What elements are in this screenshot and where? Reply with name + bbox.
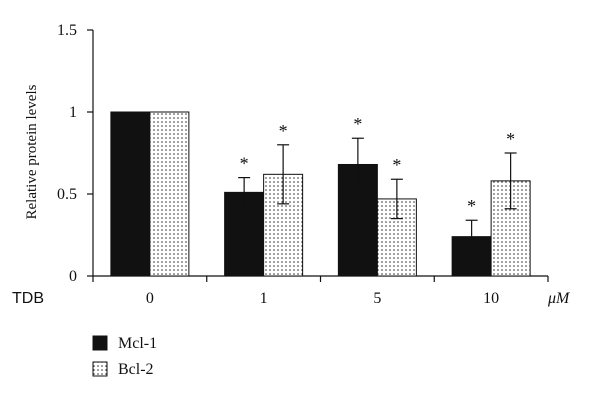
significance-star: *: [506, 129, 515, 149]
y-tick-label: 0: [69, 268, 77, 285]
legend-swatch-bcl2: [92, 361, 108, 377]
y-axis-label: Relative protein levels: [24, 84, 40, 219]
bar-bcl-2-0: [149, 111, 190, 277]
legend: Mcl-1 Bcl-2: [92, 335, 157, 378]
significance-star: *: [353, 114, 362, 134]
x-axis-unit-label: μM: [547, 290, 571, 307]
significance-markers: * * * * * *: [240, 114, 516, 216]
significance-star: *: [279, 121, 288, 141]
x-tick-label: 10: [483, 290, 499, 307]
y-axis: 0 0.5 1 1.5: [57, 22, 94, 285]
x-axis: 0 1 5 10: [92, 275, 549, 307]
significance-star: *: [467, 196, 476, 216]
legend-label-mcl1: Mcl-1: [118, 335, 157, 352]
significance-star: *: [240, 154, 249, 174]
legend-label-bcl2: Bcl-2: [118, 361, 154, 378]
legend-swatch-mcl1: [92, 335, 108, 351]
error-bars: [238, 137, 517, 254]
x-tick-label: 1: [260, 290, 268, 307]
y-tick-label: 1: [69, 104, 77, 121]
significance-star: *: [392, 155, 401, 175]
y-tick-label: 1.5: [57, 22, 77, 39]
bars: [110, 111, 531, 277]
x-axis-prefix-label: TDB: [12, 290, 44, 307]
bar-mcl-1-0: [110, 111, 151, 277]
x-tick-label: 5: [373, 290, 381, 307]
x-tick-label: 0: [146, 290, 154, 307]
y-tick-label: 0.5: [57, 186, 77, 203]
